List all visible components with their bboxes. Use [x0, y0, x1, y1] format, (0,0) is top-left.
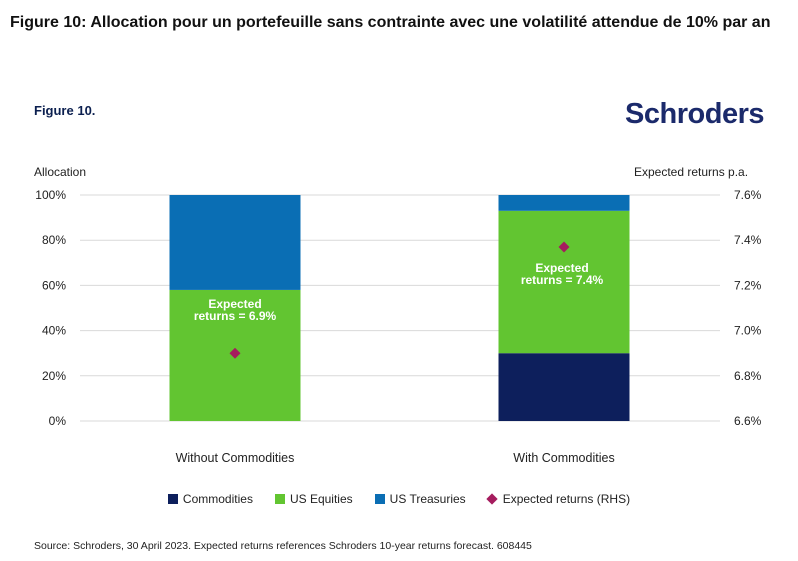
legend-label-us-treasuries: US Treasuries	[389, 492, 466, 506]
bar-segment-us-treasuries	[169, 195, 301, 290]
category-label: Without Commodities	[176, 451, 295, 465]
expected-return-annotation: Expected	[535, 261, 588, 275]
legend-label-expected-returns: Expected returns (RHS)	[502, 492, 631, 506]
expected-return-annotation: returns = 7.4%	[521, 273, 604, 287]
legend-swatch-us-equities	[274, 494, 285, 504]
bar-segment-us-treasuries	[498, 195, 630, 211]
right-tick-label: 6.8%	[734, 369, 762, 383]
legend-label-commodities: Commodities	[182, 492, 253, 506]
expected-return-marker	[558, 241, 570, 253]
legend-swatch-us-treasuries	[374, 494, 385, 504]
legend-diamond-icon	[486, 493, 498, 505]
legend-label-us-equities: US Equities	[289, 492, 353, 506]
left-tick-label: 60%	[42, 278, 66, 292]
page-title: Figure 10: Allocation pour un portefeuil…	[10, 14, 771, 31]
right-tick-label: 7.4%	[734, 233, 762, 247]
expected-return-annotation: returns = 6.9%	[194, 309, 277, 323]
chart-legend: Commodities US Equities US Treasuries Ex…	[0, 492, 798, 506]
category-label: With Commodities	[513, 451, 614, 465]
left-tick-label: 0%	[49, 414, 67, 428]
bar-segment-commodities	[498, 353, 630, 421]
left-axis-title: Allocation	[34, 165, 87, 179]
legend-item-us-treasuries: US Treasuries	[374, 492, 466, 506]
figure-label: Figure 10.	[34, 103, 96, 118]
legend-item-commodities: Commodities	[167, 492, 253, 506]
right-tick-label: 7.2%	[734, 278, 762, 292]
left-tick-label: 20%	[42, 369, 66, 383]
expected-return-annotation: Expected	[208, 297, 261, 311]
right-tick-label: 7.0%	[734, 324, 762, 338]
left-tick-label: 80%	[42, 233, 66, 247]
legend-swatch-commodities	[167, 494, 178, 504]
left-tick-label: 40%	[42, 324, 66, 338]
right-tick-label: 6.6%	[734, 414, 762, 428]
right-tick-label: 7.6%	[734, 188, 762, 202]
expected-return-marker	[229, 347, 241, 359]
right-axis-title: Expected returns p.a.	[634, 165, 749, 179]
source-note: Source: Schroders, 30 April 2023. Expect…	[34, 540, 532, 552]
left-tick-label: 100%	[35, 188, 66, 202]
legend-item-us-equities: US Equities	[274, 492, 353, 506]
brand-logo: Schroders	[625, 98, 764, 130]
legend-item-expected-returns: Expected returns (RHS)	[486, 492, 631, 506]
bar-segment-us-equities	[498, 210, 630, 354]
